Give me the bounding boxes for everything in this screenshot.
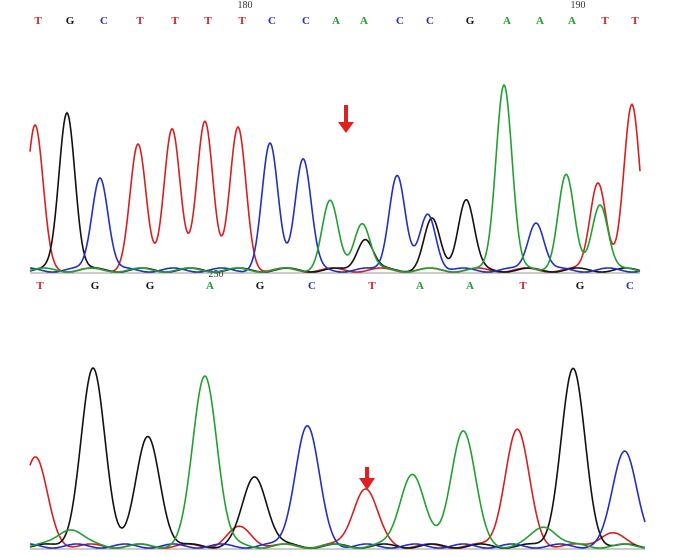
base-call: C [426,15,434,27]
base-call: G [576,280,585,292]
base-call: A [416,280,424,292]
base-call: C [268,15,276,27]
position-label: 190 [571,0,586,11]
base-call: A [360,15,368,27]
base-call: C [100,15,108,27]
base-call: G [66,15,75,27]
base-call: A [503,15,511,27]
base-call: A [206,280,214,292]
trace [29,111,641,273]
base-call: C [396,15,404,27]
trace [29,428,646,549]
trace [29,83,641,273]
base-call: T [171,15,179,27]
base-call: G [91,280,100,292]
trace [29,141,641,273]
base-call: G [466,15,475,27]
trace [29,375,646,549]
base-call: T [519,280,527,292]
base-call: T [136,15,144,27]
position-label: 180 [238,0,253,11]
base-call: A [466,280,474,292]
base-call: G [146,280,155,292]
trace [29,367,646,549]
base-call: C [302,15,310,27]
base-call: T [631,15,639,27]
base-call: C [308,280,316,292]
base-call: C [626,280,634,292]
base-call: T [34,15,42,27]
base-call: A [332,15,340,27]
position-label: 250 [209,269,224,280]
base-call: T [36,280,44,292]
base-call: T [238,15,246,27]
trace [29,102,641,273]
base-call: G [256,280,265,292]
base-call: A [568,15,576,27]
mutation-arrow [338,105,375,490]
base-call: T [204,15,212,27]
base-call: T [601,15,609,27]
base-call: A [536,15,544,27]
base-call: T [368,280,376,292]
trace [29,424,646,549]
